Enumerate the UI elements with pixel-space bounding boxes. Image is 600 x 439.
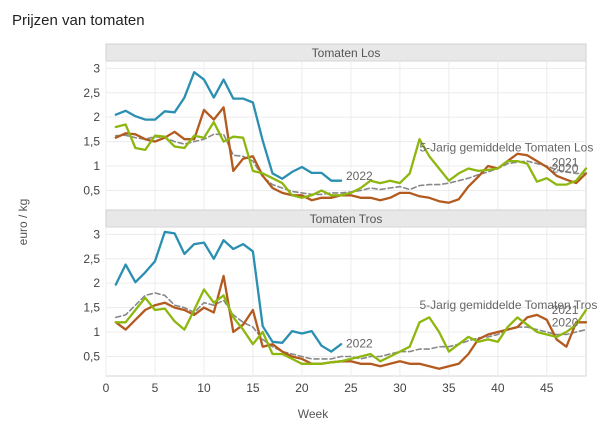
series-annotation: 2020 bbox=[552, 315, 579, 329]
x-tick-label: 45 bbox=[540, 381, 554, 395]
series-annotation: 2022 bbox=[346, 336, 373, 350]
y-tick-label: 1,5 bbox=[83, 135, 100, 149]
y-tick-label: 2 bbox=[93, 276, 100, 290]
plot-area bbox=[105, 60, 587, 211]
series-annotation: 2022 bbox=[346, 169, 373, 183]
y-tick-label: 3 bbox=[93, 227, 100, 241]
series-line-2022 bbox=[114, 230, 343, 353]
panel-title: Tomaten Los bbox=[312, 46, 381, 60]
y-tick-label: 0,5 bbox=[83, 183, 100, 197]
series-annotation: 2020 bbox=[552, 161, 579, 175]
y-tick-label: 2,5 bbox=[83, 252, 100, 266]
series-annotation: 5-Jarig gemiddelde Tomaten Tros bbox=[419, 298, 597, 312]
x-tick-label: 20 bbox=[295, 381, 309, 395]
y-tick-label: 3 bbox=[93, 61, 100, 75]
x-tick-label: 15 bbox=[246, 381, 260, 395]
y-tick-label: 2,5 bbox=[83, 86, 100, 100]
x-tick-label: 0 bbox=[103, 381, 110, 395]
x-tick-label: 25 bbox=[344, 381, 358, 395]
y-tick-label: 1 bbox=[93, 325, 100, 339]
x-tick-label: 5 bbox=[152, 381, 159, 395]
y-tick-label: 1 bbox=[93, 159, 100, 173]
y-tick-label: 0,5 bbox=[83, 349, 100, 363]
series-line-2022 bbox=[114, 71, 343, 182]
panel-title: Tomaten Tros bbox=[310, 212, 383, 226]
panel-tomaten-los: Tomaten Los 0,5 1 1,5 2 2,5 3 2022 5-Jarig gem… bbox=[83, 43, 593, 211]
x-tick-label: 10 bbox=[197, 381, 211, 395]
x-axis-label: Week bbox=[298, 407, 329, 421]
panel-tomaten-tros: Tomaten Tros 0,5 1 1,5 2 2,5 3 2022 5-Jarig ge… bbox=[83, 209, 597, 377]
x-tick-label: 35 bbox=[442, 381, 456, 395]
series-annotation: 2021 bbox=[552, 156, 579, 170]
chart-title: Prijzen van tomaten bbox=[12, 12, 145, 29]
series-annotation: 2021 bbox=[552, 303, 579, 317]
series-annotation: 5-Jarig gemiddelde Tomaten Los bbox=[419, 140, 593, 154]
y-axis-label: euro / kg bbox=[16, 199, 30, 246]
x-tick-label: 30 bbox=[393, 381, 407, 395]
y-tick-label: 2 bbox=[93, 110, 100, 124]
series-line-2021 bbox=[114, 120, 588, 199]
series-line-2020 bbox=[114, 274, 588, 370]
y-tick-label: 1,5 bbox=[83, 301, 100, 315]
series-line-2021 bbox=[114, 288, 588, 365]
x-tick-label: 40 bbox=[491, 381, 505, 395]
